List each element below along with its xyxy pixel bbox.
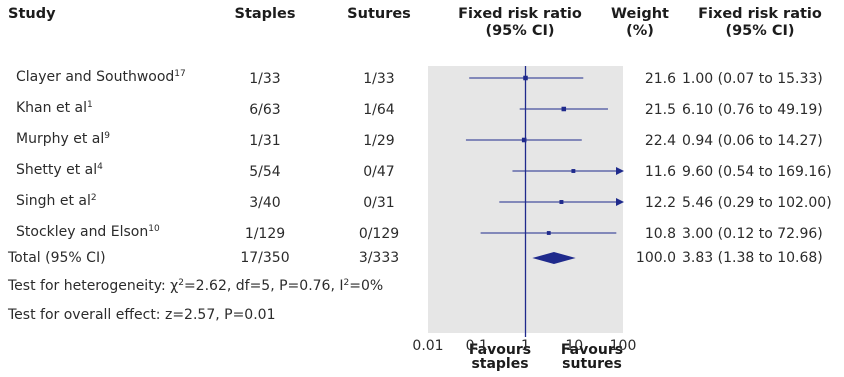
study-name: Murphy et al <box>16 131 105 147</box>
row-staples: 6/63 <box>249 102 281 118</box>
study-name: Stockley and Elson <box>16 224 149 240</box>
effect-marker <box>559 200 564 204</box>
row-study: Clayer and Southwood17 <box>16 69 186 85</box>
ci-arrow <box>616 198 624 206</box>
row-sutures: 0/129 <box>358 226 400 242</box>
header-weight-line2: (%) <box>626 23 654 39</box>
row-ci: 3.00 (0.12 to 72.96) <box>682 226 823 242</box>
study-ref: 1 <box>86 100 93 110</box>
study-ref: 4 <box>97 162 103 172</box>
row-staples: 3/40 <box>249 195 281 211</box>
total-ci: 3.83 (1.38 to 10.68) <box>682 250 823 266</box>
effect-marker <box>571 169 576 173</box>
study-name: Shetty et al <box>16 162 98 178</box>
effect-marker <box>546 231 551 235</box>
effect-marker <box>521 137 527 143</box>
het-prefix: Test for heterogeneity: <box>8 278 171 294</box>
header-weight-line1: Weight <box>611 6 669 22</box>
row-study: Murphy et al9 <box>16 131 110 147</box>
heterogeneity-test: Test for heterogeneity: χ2=2.62, df=5, P… <box>8 278 383 294</box>
study-ref: 9 <box>104 131 110 141</box>
row-weight: 12.2 <box>644 195 676 211</box>
favours-staples: Favours staples <box>460 343 540 371</box>
row-sutures: 1/33 <box>363 71 395 87</box>
study-name: Khan et al <box>16 100 87 116</box>
x-tick-label: 0.1 <box>466 338 488 354</box>
row-ci: 0.94 (0.06 to 14.27) <box>682 133 823 149</box>
pooled-diamond <box>532 252 576 264</box>
study-ref: 17 <box>174 69 186 79</box>
het-i-rest: =0% <box>349 278 384 294</box>
header-sutures: Sutures <box>347 6 411 22</box>
x-tick-label: 1 <box>521 338 530 354</box>
header-plot-risk-ratio-line1: Fixed risk ratio <box>458 6 582 22</box>
het-chi-exp: 2 <box>178 278 184 288</box>
row-weight: 21.6 <box>644 71 676 87</box>
header-risk-ratio: Fixed risk ratio (95% CI) <box>680 6 840 40</box>
study-ref: 10 <box>148 224 160 234</box>
effect-marker <box>561 106 567 112</box>
row-ci: 5.46 (0.29 to 102.00) <box>682 195 832 211</box>
total-sutures: 3/333 <box>358 250 400 266</box>
total-label: Total (95% CI) <box>8 250 106 266</box>
header-staples: Staples <box>234 6 296 22</box>
favours-staples-line1: Favours <box>468 342 532 358</box>
het-i-exp: 2 <box>343 278 350 288</box>
study-name: Clayer and Southwood <box>16 69 175 85</box>
ci-arrow <box>616 167 624 175</box>
row-study: Shetty et al4 <box>16 162 103 178</box>
row-staples: 1/33 <box>249 71 281 87</box>
row-ci: 6.10 (0.76 to 49.19) <box>682 102 823 118</box>
favours-sutures-line1: Favours <box>560 342 624 358</box>
favours-sutures: Favours sutures <box>552 343 632 371</box>
header-risk-ratio-line2: (95% CI) <box>725 23 795 39</box>
row-ci: 9.60 (0.54 to 169.16) <box>682 164 832 180</box>
row-staples: 1/129 <box>244 226 286 242</box>
effect-marker <box>523 75 528 81</box>
row-sutures: 0/47 <box>363 164 395 180</box>
row-weight: 10.8 <box>644 226 676 242</box>
row-study: Singh et al2 <box>16 193 97 209</box>
row-study: Stockley and Elson10 <box>16 224 160 240</box>
row-staples: 1/31 <box>249 133 281 149</box>
row-weight: 22.4 <box>644 133 676 149</box>
header-plot-risk-ratio-line2: (95% CI) <box>485 23 555 39</box>
row-ci: 1.00 (0.07 to 15.33) <box>682 71 823 87</box>
header-plot-risk-ratio: Fixed risk ratio (95% CI) <box>440 6 600 40</box>
total-weight: 100.0 <box>635 250 676 266</box>
row-sutures: 1/29 <box>363 133 395 149</box>
het-chi: χ <box>170 278 179 294</box>
row-staples: 5/54 <box>249 164 281 180</box>
row-study: Khan et al1 <box>16 100 93 116</box>
study-ref: 2 <box>90 193 97 203</box>
study-name: Singh et al <box>16 193 91 209</box>
total-staples: 17/350 <box>240 250 290 266</box>
row-weight: 21.5 <box>644 102 676 118</box>
x-tick-label: 0.01 <box>412 338 443 354</box>
header-weight: Weight (%) <box>610 6 670 40</box>
overall-effect-test: Test for overall effect: z=2.57, P=0.01 <box>8 307 276 323</box>
x-tick-label: 10 <box>565 338 583 354</box>
favours-staples-line2: staples <box>471 356 529 372</box>
x-tick-label: 100 <box>610 338 637 354</box>
favours-sutures-line2: sutures <box>562 356 622 372</box>
row-weight: 11.6 <box>644 164 676 180</box>
het-chi-rest: =2.62, df=5, P=0.76, I <box>183 278 344 294</box>
row-sutures: 1/64 <box>363 102 395 118</box>
header-risk-ratio-line1: Fixed risk ratio <box>698 6 822 22</box>
header-study: Study <box>8 6 56 22</box>
row-sutures: 0/31 <box>363 195 395 211</box>
